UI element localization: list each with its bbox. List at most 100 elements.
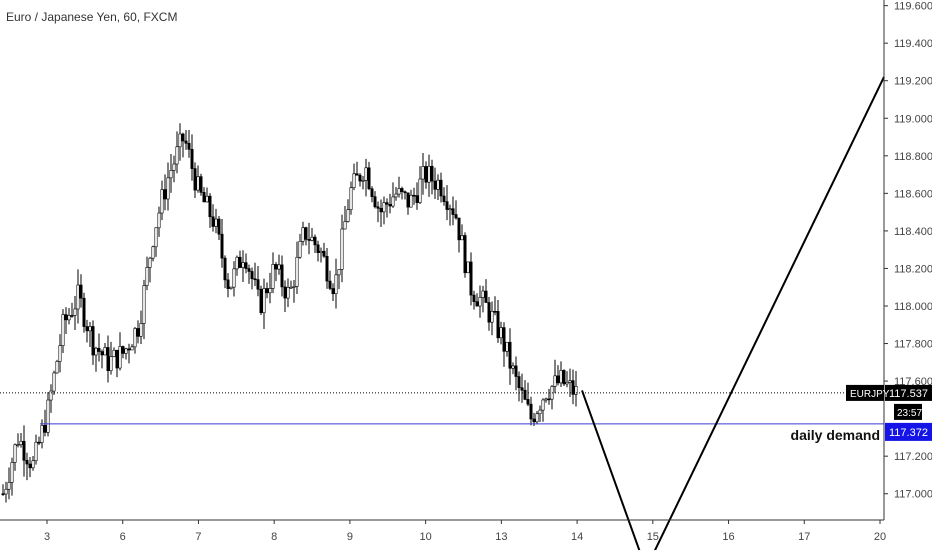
candle-body [13, 444, 17, 463]
candle-body [520, 387, 524, 391]
candle-body [97, 347, 101, 352]
candle-body [286, 287, 290, 299]
candle-body [298, 240, 302, 258]
candle-body [112, 349, 116, 357]
last-price-badge [885, 384, 932, 401]
last-price-value: 117.537 [889, 388, 928, 400]
candle-body [280, 264, 284, 288]
candle-body [340, 228, 344, 270]
candle-body [403, 191, 407, 194]
candle-body [217, 218, 221, 235]
candle-body [145, 267, 149, 286]
time-tick-label: 20 [874, 531, 886, 543]
candle-body [187, 142, 191, 150]
price-axis[interactable]: 119.600 119.400 119.200 119.000 118.800 118.6… [883, 0, 932, 520]
candle-body [205, 195, 209, 203]
candle-body [466, 261, 470, 274]
candle-body [124, 348, 128, 354]
candle-body [247, 268, 251, 272]
candle-body [427, 165, 431, 183]
candle-body [472, 294, 476, 302]
candle-body [547, 398, 551, 401]
candle-body [163, 189, 167, 200]
candle-body [88, 326, 92, 332]
candle-body [358, 174, 362, 182]
candle-body [274, 264, 278, 270]
price-tick-label: 119.000 [894, 113, 932, 125]
time-tick-label: 14 [571, 531, 583, 543]
candle-body [361, 180, 365, 182]
candle-body [568, 380, 572, 383]
candle-body [559, 370, 563, 384]
candle-body [16, 444, 20, 446]
candle-body [424, 166, 428, 183]
price-tick-label: 117.000 [894, 489, 932, 501]
symbol-badge [846, 384, 884, 401]
price-tick-label: 117.200 [894, 451, 932, 463]
candle-body [259, 288, 263, 314]
price-tick-label: 118.800 [894, 151, 932, 163]
candle-body [55, 361, 59, 374]
candle-body [34, 441, 38, 462]
candle-body [493, 310, 497, 313]
candle-body [79, 284, 83, 299]
candle-body [457, 217, 461, 241]
countdown-badge [894, 403, 922, 420]
candle-body [118, 346, 122, 369]
candle-body [202, 192, 206, 203]
candle-body [166, 177, 170, 200]
candle-body [451, 208, 455, 215]
candle-body [319, 250, 323, 253]
candle-body [364, 167, 368, 181]
candle-body [196, 176, 200, 191]
candle-body [169, 170, 173, 179]
candle-body [106, 347, 110, 372]
candle-body [49, 390, 53, 401]
candle-body [178, 133, 182, 148]
candle-body [91, 326, 95, 356]
candle-body [22, 440, 26, 461]
candle-body [328, 280, 332, 289]
candle-body [121, 346, 125, 354]
candle-body [283, 286, 287, 299]
candle-body [82, 297, 86, 327]
time-axis[interactable]: 3 6 7 8 9 10 13 14 15 16 17 20 [0, 519, 886, 543]
candle-body [544, 398, 548, 401]
demand-price-badge [885, 422, 932, 441]
candle-body [523, 389, 527, 400]
candle-body [238, 256, 242, 268]
candle-body [484, 290, 488, 303]
candle-body [445, 201, 449, 210]
candle-body [226, 279, 230, 289]
candle-body [316, 244, 320, 253]
candle-body [574, 385, 578, 395]
candle-body [100, 351, 104, 356]
candle-body [334, 274, 338, 295]
candle-body [535, 413, 539, 423]
price-tick-label: 119.200 [894, 76, 932, 88]
candle-body [301, 227, 305, 242]
candle-body [514, 365, 518, 377]
candle-body [76, 284, 80, 310]
price-tick-label: 118.000 [894, 301, 932, 313]
candle-body [271, 264, 275, 289]
time-tick-label: 17 [798, 531, 810, 543]
candle-body [439, 179, 443, 197]
candle-body [1, 493, 5, 496]
symbol-title: Euro / Japanese Yen, 60, FXCM [6, 10, 178, 24]
candle-body [277, 264, 281, 270]
candle-body [64, 314, 68, 321]
candle-body [508, 341, 512, 369]
price-tick-label: 119.600 [894, 1, 932, 13]
candle-body [505, 341, 509, 352]
candle-body [469, 261, 473, 296]
candle-body [109, 356, 113, 372]
candle-body [397, 188, 401, 195]
candle-body [490, 310, 494, 323]
candle-body [352, 173, 356, 189]
symbol-badge-label: EURJPY [850, 389, 890, 400]
time-tick-label: 16 [722, 531, 734, 543]
